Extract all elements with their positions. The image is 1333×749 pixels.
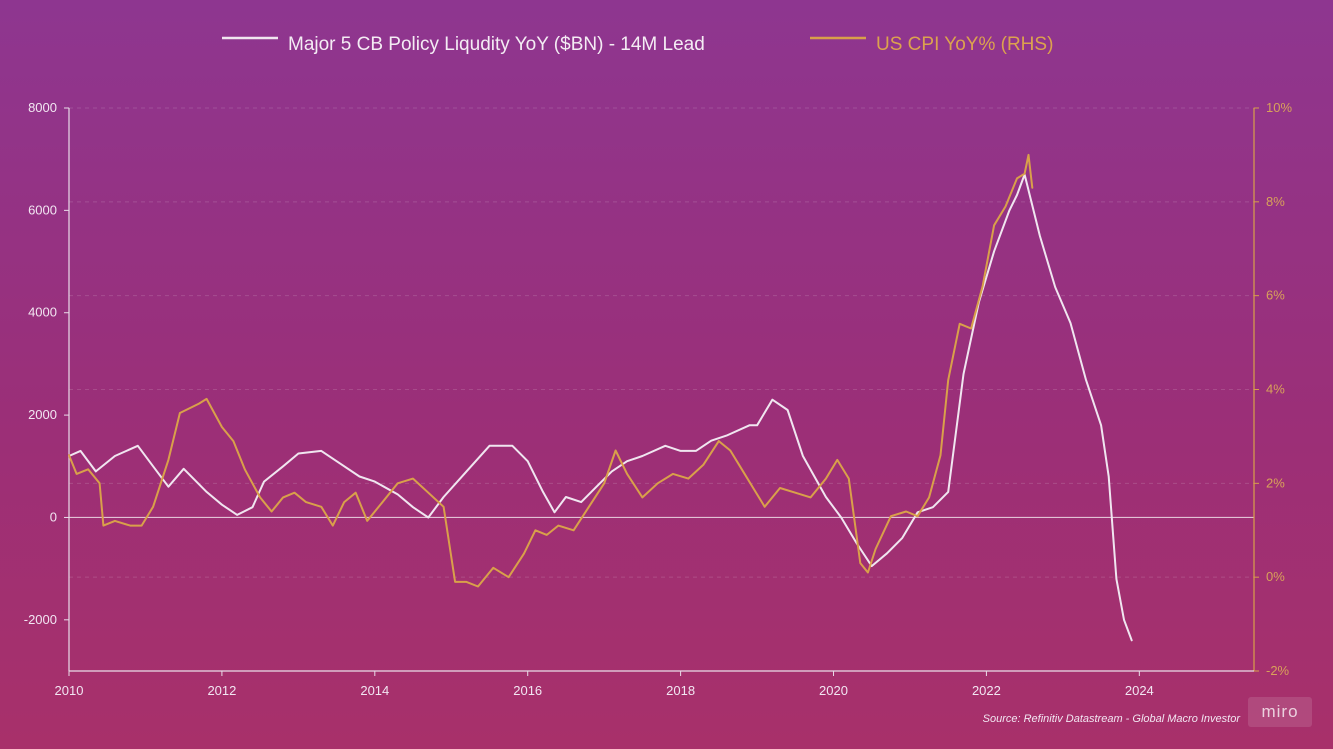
left-tick-label: 0 — [50, 509, 57, 524]
x-tick-label: 2022 — [972, 683, 1001, 698]
left-tick-label: -2000 — [24, 612, 57, 627]
x-tick-label: 2014 — [360, 683, 389, 698]
miro-watermark: miro — [1248, 697, 1312, 727]
x-tick-label: 2012 — [207, 683, 236, 698]
legend-label-cpi: US CPI YoY% (RHS) — [876, 34, 1053, 55]
right-tick-label: 8% — [1266, 194, 1285, 209]
right-tick-label: 10% — [1266, 100, 1292, 115]
series-lines — [68, 153, 1133, 642]
left-tick-label: 6000 — [28, 202, 57, 217]
x-tick-label: 2018 — [666, 683, 695, 698]
cpi-series-line — [68, 153, 1034, 588]
right-tick-label: -2% — [1266, 663, 1290, 678]
source-note: Source: Refinitiv Datastream - Global Ma… — [983, 713, 1242, 725]
left-tick-label: 4000 — [28, 305, 57, 320]
left-tick-label: 2000 — [28, 407, 57, 422]
right-tick-label: 0% — [1266, 569, 1285, 584]
x-tick-label: 2016 — [513, 683, 542, 698]
liquidity-series-line — [68, 173, 1133, 642]
right-tick-label: 4% — [1266, 382, 1285, 397]
x-tick-label: 2024 — [1125, 683, 1154, 698]
x-axis-ticks: 2010 2012 2014 2016 2018 2020 2022 2024 — [55, 671, 1154, 698]
right-tick-label: 6% — [1266, 288, 1285, 303]
x-tick-label: 2010 — [55, 683, 84, 698]
legend: Major 5 CB Policy Liqudity YoY ($BN) - 1… — [222, 34, 1053, 55]
left-axis-ticks: 8000 6000 4000 2000 0 -2000 — [24, 100, 69, 627]
legend-label-liquidity: Major 5 CB Policy Liqudity YoY ($BN) - 1… — [288, 34, 705, 55]
x-tick-label: 2020 — [819, 683, 848, 698]
gridlines — [69, 107, 1254, 578]
right-axis-ticks: 10% 8% 6% 4% 2% 0% -2% — [1254, 100, 1292, 678]
left-tick-label: 8000 — [28, 100, 57, 115]
right-tick-label: 2% — [1266, 475, 1285, 490]
